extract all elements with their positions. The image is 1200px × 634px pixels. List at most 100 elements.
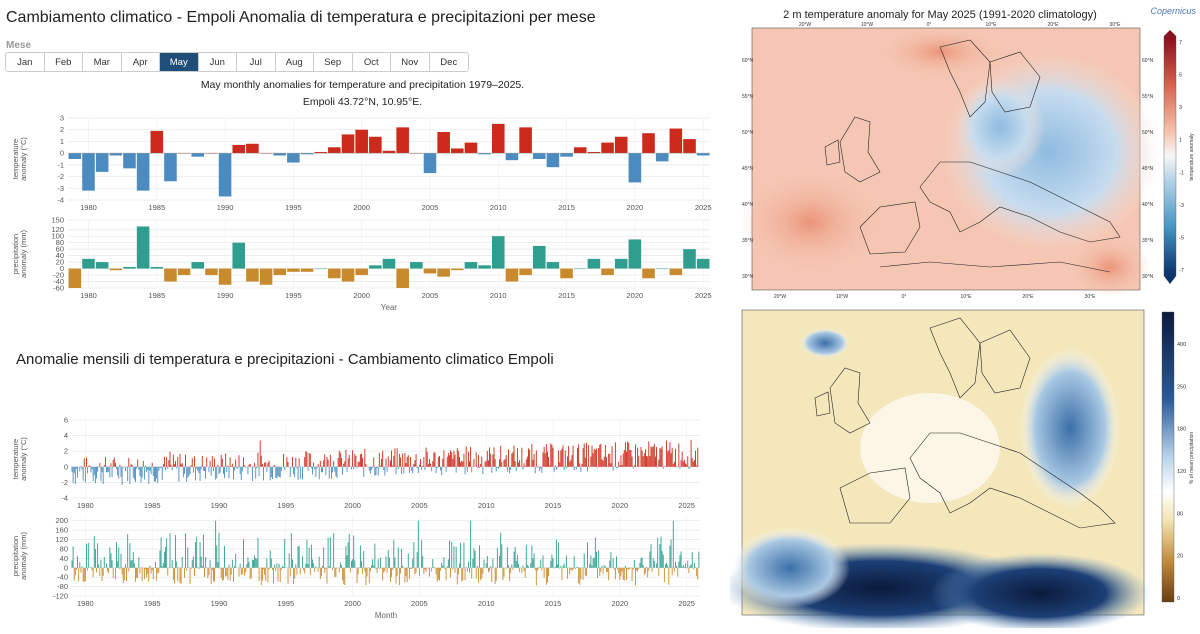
month-btn-feb[interactable]: Feb [44, 53, 83, 71]
y-tick-label: 40 [56, 251, 64, 260]
bar-2022 [655, 153, 669, 162]
month-btn-dec[interactable]: Dec [429, 53, 468, 71]
precipitation-colorbar-label: % of mean precipitation [1189, 432, 1195, 484]
bar-1992 [246, 268, 259, 282]
lat-label: 55°N [742, 94, 754, 100]
month-btn-jun[interactable]: Jun [198, 53, 237, 71]
colorbar-tick: 7 [1179, 40, 1182, 46]
x-tick-label: 1995 [277, 599, 294, 608]
y-tick-label: -2 [57, 172, 64, 181]
month-btn-jul[interactable]: Jul [237, 53, 276, 71]
bar-2006 [437, 268, 450, 277]
lat-label: 55°N [1142, 94, 1154, 100]
lat-label: 45°N [1142, 166, 1154, 172]
x-tick-label: 2015 [558, 291, 575, 300]
lon-label: 20°E [1048, 22, 1060, 28]
bar-1997 [314, 151, 327, 154]
month-btn-aug[interactable]: Aug [275, 53, 314, 71]
x-tick-label: 2000 [353, 291, 370, 300]
x-tick-label: 2025 [678, 501, 695, 510]
bar-2002 [382, 258, 396, 269]
x-tick-label: 2015 [545, 501, 562, 510]
colorbar-tick: 180 [1177, 427, 1186, 433]
chart-subtitle: Empoli 43.72°N, 10.95°E. [302, 96, 423, 108]
y-tick-label: 80 [60, 544, 68, 553]
bar-1998 [328, 268, 341, 279]
bar-1990 [218, 153, 232, 197]
month-btn-sep[interactable]: Sep [314, 53, 353, 71]
y-tick-label: 3 [60, 114, 64, 123]
y-tick-label: 120 [55, 535, 68, 544]
month-btn-mar[interactable]: Mar [83, 53, 122, 71]
y-axis-label: precipitation [11, 234, 20, 274]
bar-1979 [68, 268, 82, 288]
temperature-map-title: 2 m temperature anomaly for May 2025 (19… [783, 9, 1097, 21]
x-tick-label: 2005 [422, 291, 439, 300]
bar-2011 [505, 153, 519, 161]
monthly-temp-bars [71, 439, 700, 485]
bar-1981 [95, 262, 109, 269]
y-tick-label: -1 [57, 160, 64, 169]
lon-label: 20°E [1023, 294, 1035, 300]
x-tick-label: 2010 [478, 501, 495, 510]
lat-label: 60°N [1142, 58, 1154, 64]
x-tick-label: 1985 [148, 203, 165, 212]
right-panel: 2 m temperature anomaly for May 2025 (19… [730, 0, 1200, 634]
precipitation-colorbar-ticks: 400 250 180 120 80 20 0 [1177, 342, 1186, 602]
temperature-colorbar-ticks: 7 5 3 1 -1 -3 -5 -7 [1179, 40, 1184, 274]
y-tick-label: -40 [57, 573, 68, 582]
colorbar-tick: -1 [1179, 170, 1184, 176]
month-btn-jan[interactable]: Jan [6, 53, 45, 71]
y-tick-label: 4 [64, 431, 68, 440]
bar-1988 [191, 153, 205, 157]
bar-1995 [287, 153, 300, 163]
month-btn-may[interactable]: May [160, 53, 199, 71]
bar-2001 [369, 265, 382, 269]
colorbar-tick: 250 [1177, 384, 1186, 390]
bar-1994 [273, 268, 287, 276]
bar-2024 [683, 249, 696, 269]
temperature-colorbar-label: temperature anomaly [1189, 133, 1195, 181]
month-btn-oct[interactable]: Oct [352, 53, 391, 71]
x-tick-label: 2025 [695, 203, 712, 212]
bar-2011 [505, 268, 519, 282]
x-tick-label: 1985 [144, 501, 161, 510]
bar-1983 [123, 153, 136, 169]
bar-2009 [478, 265, 491, 269]
x-tick-label: 2015 [558, 203, 575, 212]
bar-2015 [560, 153, 573, 157]
bar-1995 [287, 268, 300, 272]
x-tick-label: 1980 [77, 599, 94, 608]
bar-2003 [396, 268, 409, 288]
bar-2013 [532, 245, 546, 269]
lat-label: 50°N [742, 130, 754, 136]
y-tick-label: 1 [60, 137, 64, 146]
lon-label: 10°E [961, 294, 973, 300]
x-axis-label: Month [375, 611, 397, 620]
lat-label: 30°N [742, 274, 754, 280]
x-tick-label: 2025 [678, 599, 695, 608]
bar-2001 [369, 136, 382, 154]
bar-2010 [491, 236, 505, 269]
x-tick-label: 1985 [148, 291, 165, 300]
colorbar-tick: -5 [1179, 235, 1184, 241]
month-btn-nov[interactable]: Nov [391, 53, 430, 71]
bar-1998 [328, 147, 341, 154]
colorbar-tick: 400 [1177, 342, 1186, 348]
bar-2006 [437, 132, 450, 154]
lon-label: 0° [902, 294, 907, 300]
y-tick-label: 0 [60, 264, 64, 273]
month-selector[interactable]: Jan Feb Mar Apr May Jun Jul Aug Sep Oct Nov Dec [5, 52, 469, 72]
may-temperature-chart: -4 -3 -2 -1 0 1 2 3 1980 1985 1990 1995 2000 2005 2010… [11, 114, 712, 213]
bar-1983 [123, 266, 136, 269]
bar-1989 [205, 268, 218, 276]
page-title: Cambiamento climatico - Empoli Anomalia … [6, 9, 596, 26]
lat-label: 35°N [742, 238, 754, 244]
month-btn-apr[interactable]: Apr [121, 53, 160, 71]
lat-label: 45°N [742, 166, 754, 172]
colorbar-tick: 0 [1177, 596, 1180, 602]
bar-2025 [696, 258, 710, 269]
bar-1993 [259, 268, 273, 285]
bar-2021 [642, 268, 655, 279]
